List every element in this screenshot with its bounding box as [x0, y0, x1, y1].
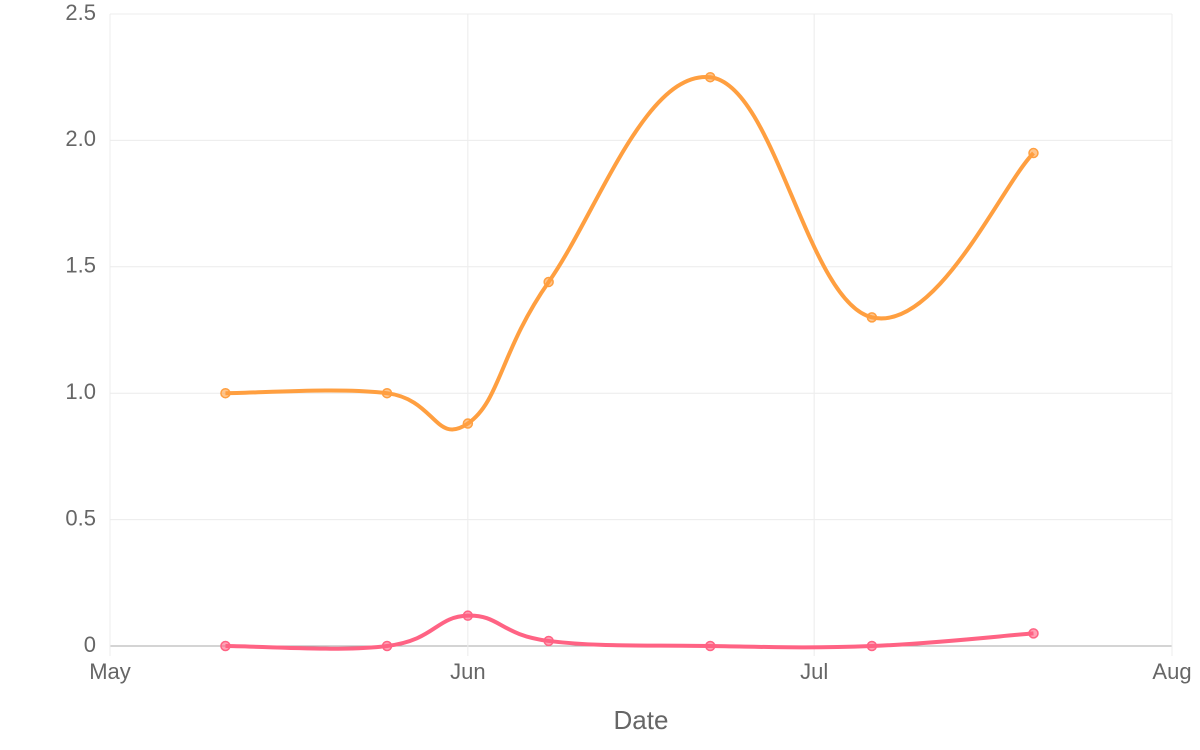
- data-point: [381, 387, 393, 399]
- y-tick-label: 0.5: [65, 505, 96, 530]
- data-point: [705, 640, 716, 652]
- x-tick-label: May: [89, 659, 131, 684]
- data-point: [220, 387, 231, 399]
- data-point: [543, 635, 554, 647]
- x-tick-label: Jun: [450, 659, 485, 684]
- data-point: [381, 640, 393, 652]
- y-tick-label: 2.5: [65, 0, 96, 25]
- data-point: [462, 418, 474, 429]
- data-point: [866, 640, 878, 652]
- x-tick-label: Aug: [1152, 659, 1191, 684]
- x-tick-label: Jul: [800, 659, 828, 684]
- data-point: [866, 312, 878, 323]
- y-tick-label: 2.0: [65, 126, 96, 151]
- y-tick-label: 0: [84, 632, 96, 657]
- y-tick-label: 1.5: [65, 253, 96, 278]
- data-point: [1028, 147, 1039, 159]
- series-line: [225, 613, 1034, 651]
- series-line: [225, 75, 1035, 432]
- data-point: [543, 276, 554, 288]
- y-tick-label: 1.0: [65, 379, 96, 404]
- data-point: [462, 610, 474, 621]
- data-point: [1028, 628, 1039, 639]
- data-point: [220, 640, 231, 652]
- data-point: [705, 71, 716, 83]
- x-axis-title: Date: [614, 705, 669, 735]
